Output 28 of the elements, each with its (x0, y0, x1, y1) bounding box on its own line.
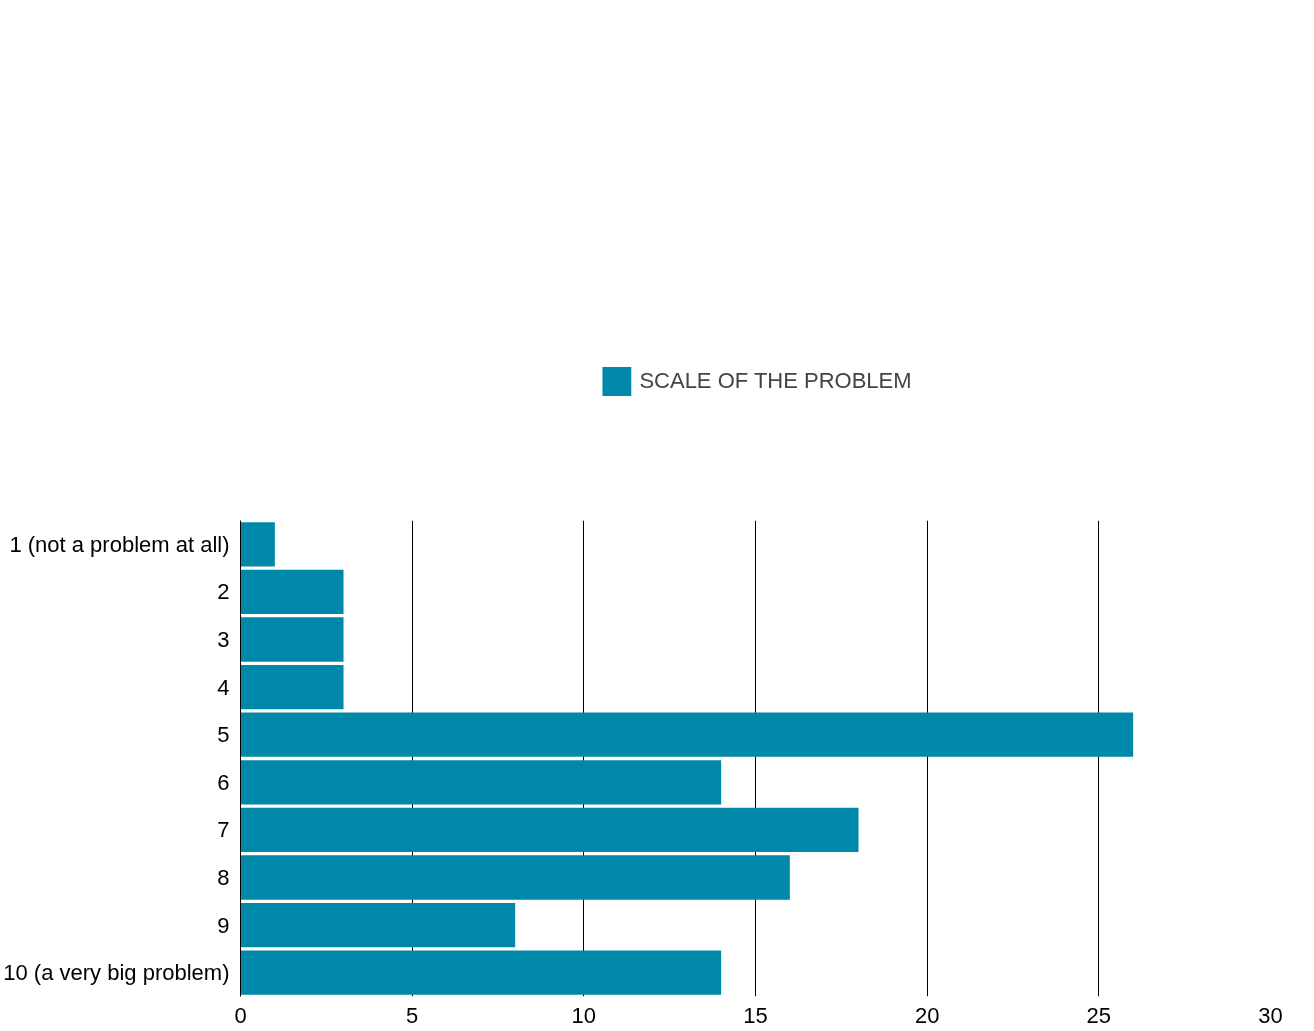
y-tick-label: 2 (217, 579, 230, 605)
bar (240, 855, 790, 900)
bar (240, 712, 1134, 757)
bar (240, 522, 275, 567)
y-tick-label: 7 (217, 817, 230, 843)
y-tick-label: 9 (217, 912, 230, 938)
y-tick-label: 8 (217, 865, 230, 890)
y-tick-label: 5 (217, 722, 230, 748)
bar (240, 569, 344, 615)
bar (240, 902, 516, 948)
x-tick-label: 20 (914, 1002, 940, 1028)
bar (240, 617, 344, 662)
y-tick-label: 4 (217, 674, 230, 700)
bar (240, 807, 859, 853)
bar (240, 664, 344, 710)
x-tick-label: 25 (1086, 1002, 1112, 1028)
x-tick-label: 0 (234, 1002, 247, 1028)
y-tick-label: 10 (a very big problem) (3, 960, 230, 986)
x-tick-label: 5 (406, 1002, 419, 1028)
y-tick-label: 3 (217, 627, 230, 652)
y-tick-label: 6 (217, 769, 230, 795)
x-tick-label: 30 (1258, 1002, 1283, 1028)
legend-label: SCALE OF THE PROBLEM (639, 368, 912, 394)
x-tick-label: 10 (571, 1002, 597, 1028)
bar (240, 950, 722, 995)
bar (240, 760, 722, 805)
x-tick-label: 15 (743, 1002, 768, 1028)
y-tick-label: 1 (not a problem at all) (9, 531, 230, 557)
